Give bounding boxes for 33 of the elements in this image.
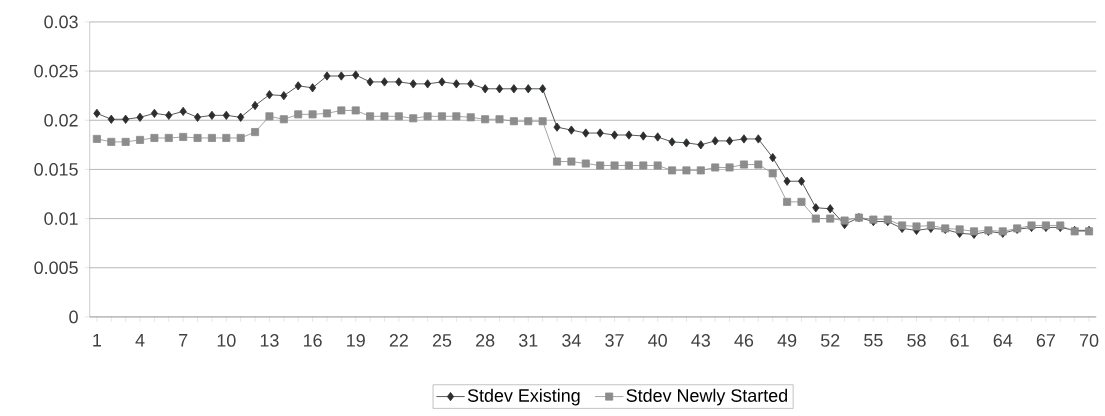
x-tick-label: 10 (217, 334, 236, 347)
x-tick-label: 4 (135, 334, 145, 347)
x-tick-label: 28 (476, 334, 495, 347)
y-tick-label: 0.03 (44, 15, 78, 29)
y-tick-label: 0.01 (44, 212, 78, 226)
x-tick-label: 67 (1036, 334, 1055, 347)
y-tick-label: 0.02 (44, 114, 78, 127)
legend-label: Stdev Existing (467, 388, 580, 406)
legend-label: Stdev Newly Started (626, 388, 788, 406)
x-tick-label: 34 (562, 334, 581, 347)
x-tick-label: 13 (260, 334, 279, 347)
x-tick-label: 25 (432, 334, 452, 347)
x-tick-label: 46 (734, 334, 754, 347)
y-tick-label: 0.015 (34, 163, 78, 176)
x-tick-label: 61 (950, 334, 969, 347)
x-tick-label: 19 (347, 334, 365, 347)
x-tick-label: 49 (777, 334, 797, 347)
x-tick-label: 1 (93, 334, 101, 347)
x-tick-label: 37 (605, 334, 624, 347)
y-tick-label: 0 (69, 310, 78, 324)
x-tick-label: 22 (389, 334, 408, 347)
x-tick-label: 16 (303, 334, 322, 347)
y-tick-label: 0.005 (34, 261, 78, 275)
x-tick-label: 70 (1079, 334, 1099, 347)
x-tick-label: 64 (993, 334, 1013, 347)
x-tick-label: 43 (691, 334, 710, 347)
x-tick-label: 7 (179, 334, 188, 347)
x-tick-label: 58 (907, 334, 926, 347)
x-tick-label: 55 (864, 334, 883, 347)
x-tick-label: 40 (648, 334, 667, 347)
y-tick-label: 0.025 (34, 64, 78, 78)
x-tick-label: 52 (820, 334, 840, 347)
x-tick-label: 31 (518, 334, 538, 347)
